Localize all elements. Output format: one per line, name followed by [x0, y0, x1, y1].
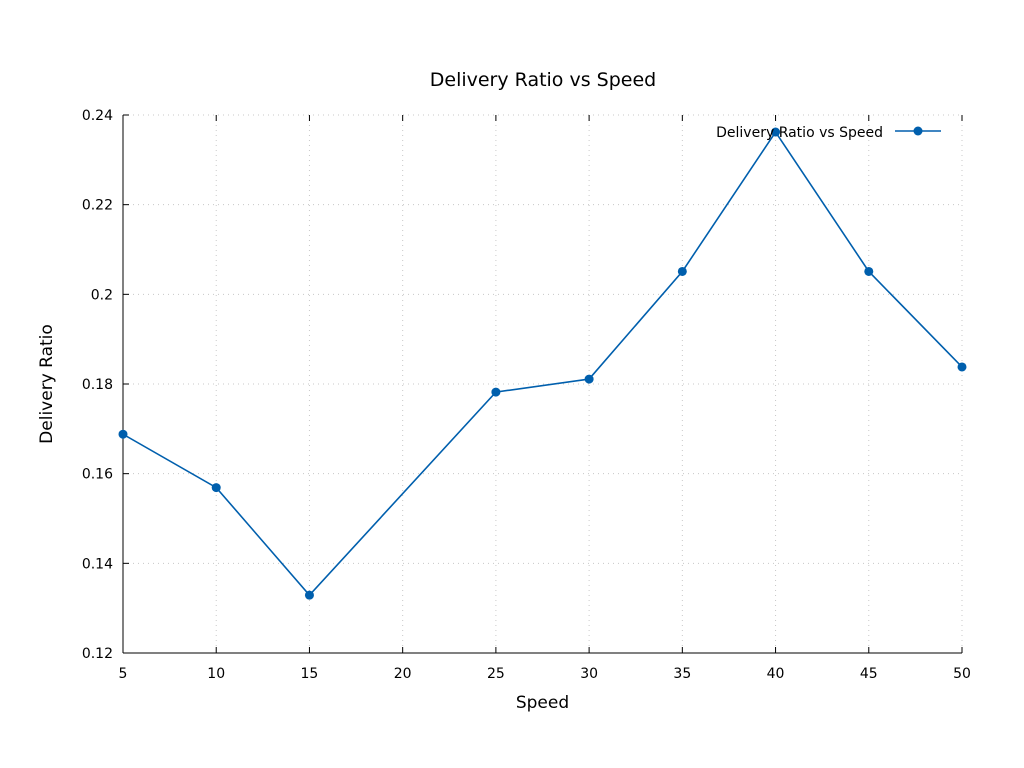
data-point	[211, 483, 221, 493]
data-point	[957, 362, 967, 372]
x-tick-label: 10	[207, 666, 225, 682]
chart-title: Delivery Ratio vs Speed	[430, 69, 656, 91]
legend-label: Delivery Ratio vs Speed	[716, 125, 883, 141]
x-tick-label: 50	[953, 666, 971, 682]
series-group	[118, 127, 967, 600]
x-tick-label: 25	[487, 666, 505, 682]
x-tick-label: 5	[119, 666, 128, 682]
y-tick-label: 0.22	[82, 198, 113, 214]
y-tick-label: 0.14	[82, 556, 113, 572]
x-tick-label: 30	[580, 666, 598, 682]
y-ticks: 0.12 0.14 0.16 0.18 0.2 0.22 0.24	[82, 108, 129, 662]
y-tick-label: 0.18	[82, 377, 113, 393]
x-axis-title: Speed	[516, 693, 569, 713]
data-point	[584, 374, 594, 384]
x-ticks: 5 10 15 20 25 30 35 40 45 50	[119, 115, 971, 682]
data-point	[304, 590, 314, 600]
x-tick-label: 15	[301, 666, 319, 682]
x-tick-label: 20	[394, 666, 412, 682]
y-tick-label: 0.2	[91, 287, 113, 303]
data-point	[118, 429, 128, 439]
x-tick-label: 35	[673, 666, 691, 682]
grid-lines	[123, 114, 963, 653]
y-axis-title: Delivery Ratio	[37, 324, 57, 444]
data-point	[677, 266, 687, 276]
series-line	[122, 130, 963, 597]
legend: Delivery Ratio vs Speed	[716, 125, 941, 141]
x-tick-label: 45	[860, 666, 878, 682]
y-tick-label: 0.16	[82, 467, 113, 483]
legend-marker	[913, 126, 923, 136]
data-point	[864, 266, 874, 276]
y-tick-label: 0.12	[82, 646, 113, 662]
data-point	[771, 127, 781, 137]
data-point	[491, 387, 501, 397]
y-tick-label: 0.24	[82, 108, 113, 124]
x-tick-label: 40	[767, 666, 785, 682]
